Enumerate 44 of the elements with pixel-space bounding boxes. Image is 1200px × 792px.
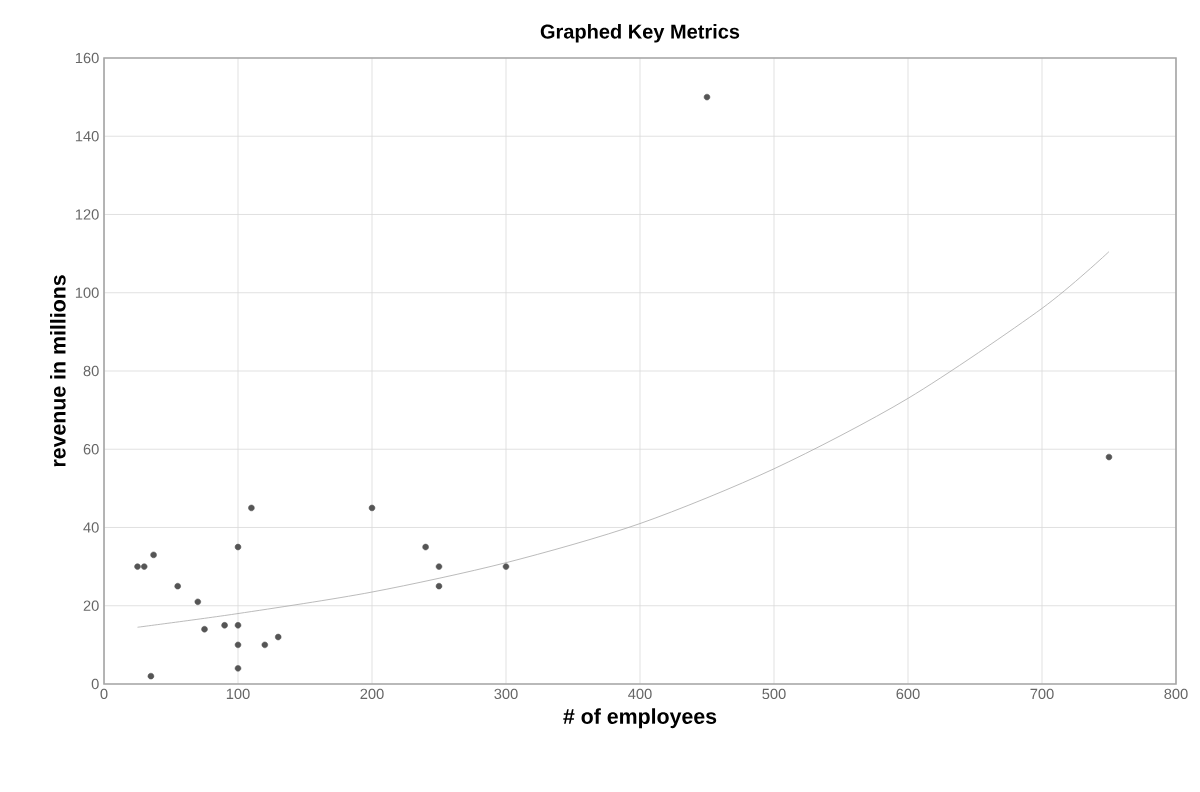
- y-tick-label: 60: [83, 444, 99, 455]
- y-tick-label: 80: [83, 365, 99, 377]
- x-tick-label: 700: [1030, 688, 1054, 700]
- y-axis-title: revenue in millions: [50, 275, 66, 467]
- x-axis-title: # of employees: [563, 708, 717, 729]
- point: [261, 641, 269, 649]
- point: [234, 543, 242, 551]
- point: [134, 563, 141, 570]
- point: [194, 598, 202, 606]
- line-series: [137, 251, 1110, 628]
- point: [422, 543, 429, 551]
- chart-title: Graphed Key Metrics: [540, 23, 740, 43]
- point: [502, 563, 510, 570]
- y-tick-label: 160: [75, 52, 99, 64]
- point: [174, 582, 181, 590]
- x-tick-label: 600: [896, 688, 920, 700]
- y-tick-label: 120: [75, 209, 99, 220]
- x-tick-label: 0: [100, 688, 108, 700]
- x-tick-label: 100: [226, 688, 250, 700]
- point: [248, 504, 255, 512]
- y-tick-label: 100: [75, 287, 99, 298]
- point: [435, 563, 443, 570]
- y-tick-label: 140: [75, 131, 99, 142]
- x-tick-label: 500: [762, 688, 786, 700]
- y-tick-label: 40: [83, 522, 99, 533]
- point: [275, 633, 282, 641]
- x-tick-label: 200: [360, 688, 384, 700]
- x-tick-label: 400: [628, 688, 652, 700]
- point: [201, 626, 208, 633]
- point: [435, 582, 443, 590]
- x-tick-label: 800: [1164, 688, 1188, 700]
- point: [150, 551, 157, 559]
- point: [234, 641, 242, 649]
- y-tick-label: 20: [83, 600, 99, 611]
- point: [234, 622, 242, 629]
- point: [1105, 453, 1113, 461]
- point: [368, 504, 376, 512]
- point: [141, 563, 148, 570]
- point: [703, 93, 711, 101]
- point: [147, 672, 155, 680]
- point: [221, 622, 228, 629]
- point: [234, 665, 242, 672]
- y-tick-label: 0: [91, 678, 99, 690]
- x-tick-label: 300: [494, 688, 518, 700]
